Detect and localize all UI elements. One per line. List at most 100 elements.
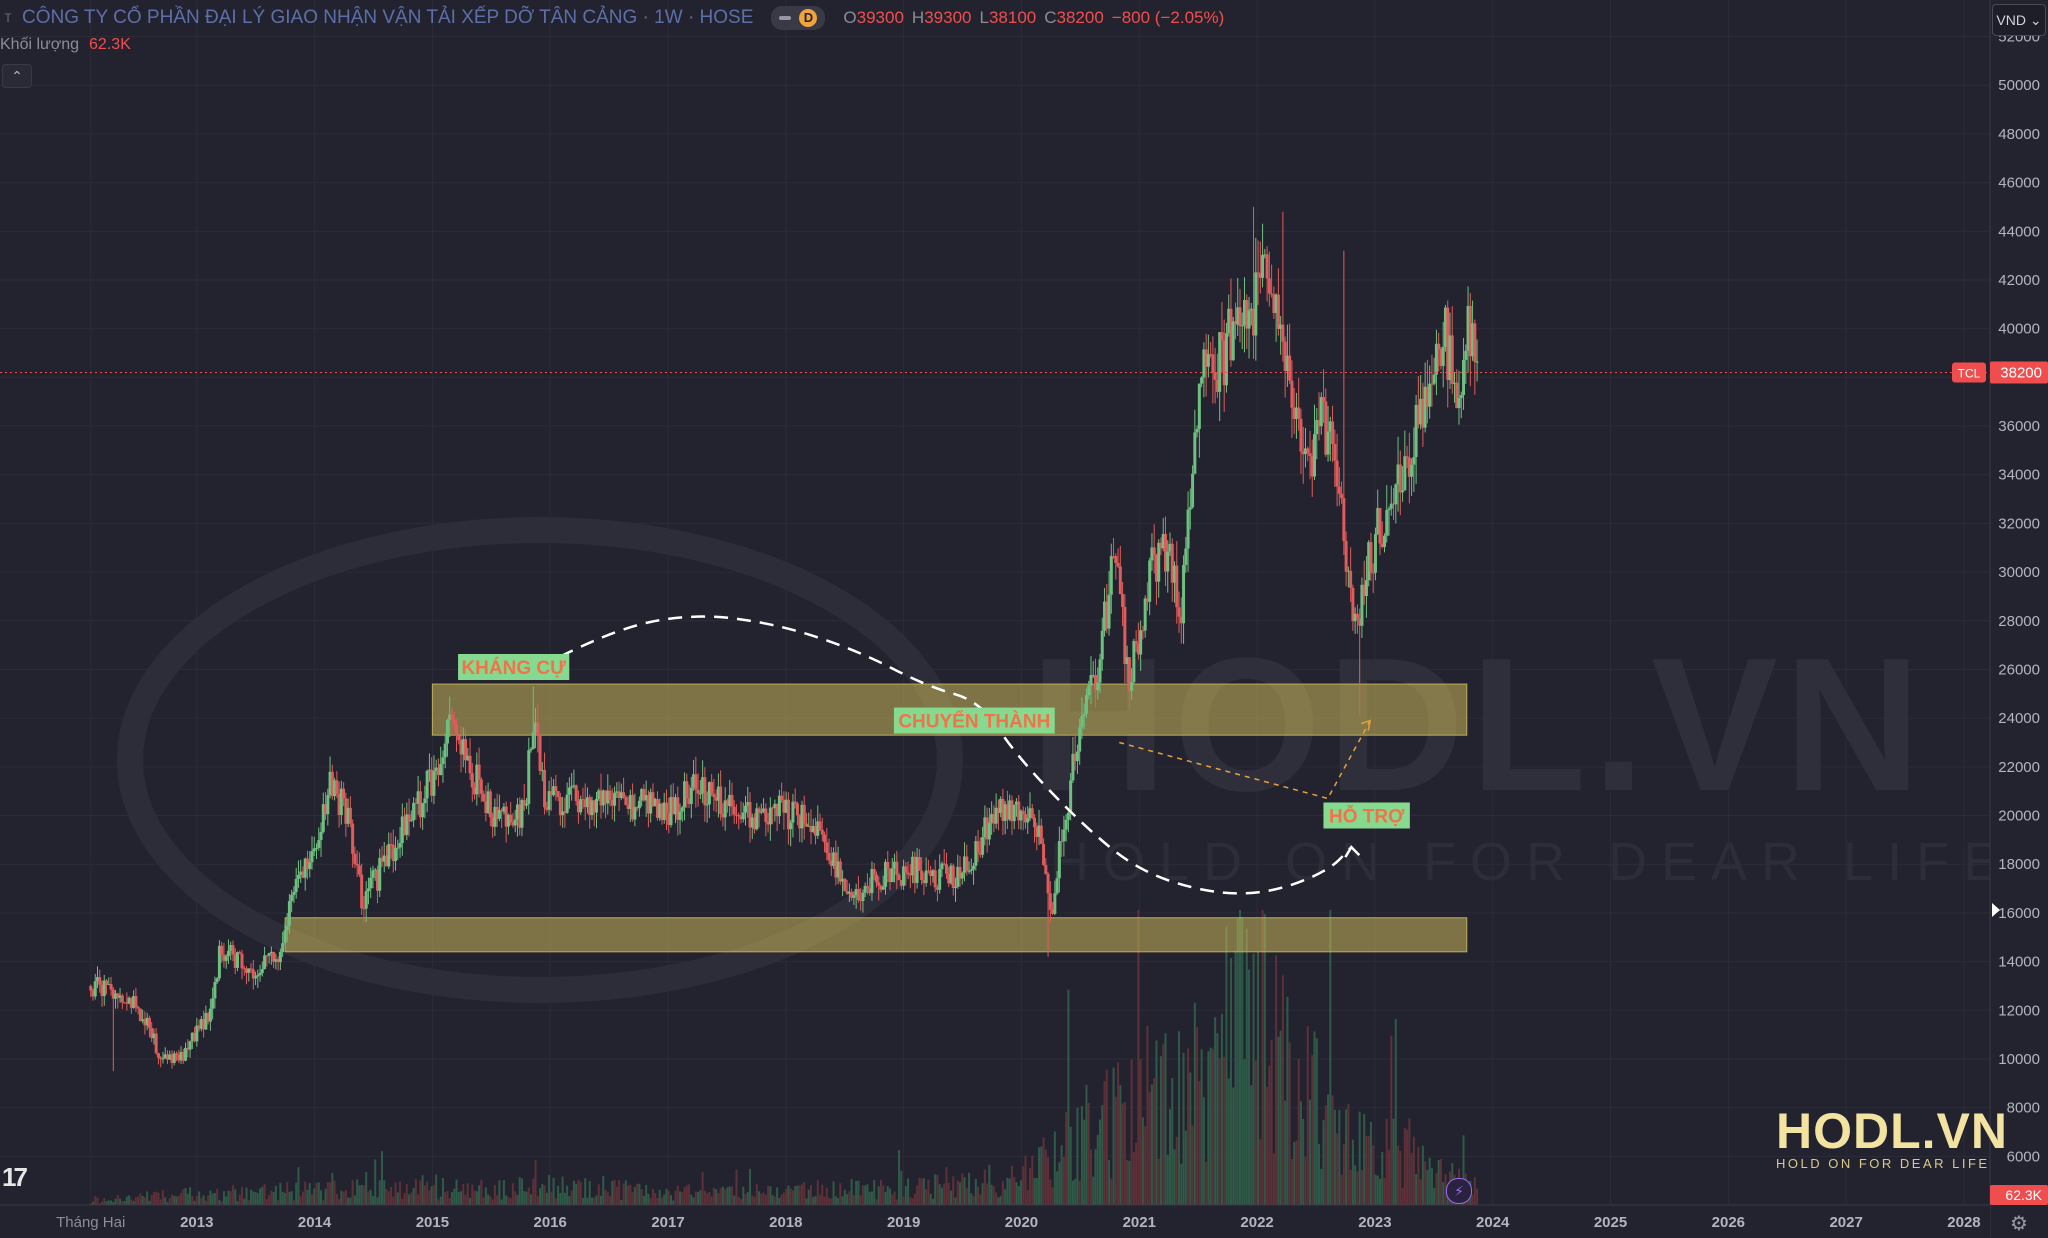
candle-body bbox=[689, 787, 693, 804]
volume-bar bbox=[448, 1197, 451, 1205]
volume-bar bbox=[175, 1196, 178, 1205]
volume-bar bbox=[1308, 1099, 1311, 1205]
ohlc-open: O39300 bbox=[843, 8, 904, 27]
volume-bar bbox=[1189, 1072, 1192, 1205]
tradingview-logo[interactable]: 17 bbox=[2, 1162, 28, 1193]
candle-body bbox=[552, 786, 556, 796]
candle-body bbox=[1437, 343, 1441, 349]
volume-bar bbox=[98, 1203, 101, 1205]
volume-bar bbox=[685, 1185, 688, 1205]
candle-body bbox=[1405, 456, 1409, 458]
candle-body bbox=[1093, 674, 1097, 691]
candle-body bbox=[915, 857, 919, 883]
candle-body bbox=[1283, 341, 1287, 371]
candle-body bbox=[1301, 451, 1305, 455]
candle-body bbox=[601, 790, 605, 806]
ohlc-low: L38100 bbox=[979, 8, 1037, 27]
volume-bar bbox=[816, 1180, 819, 1205]
volume-bar bbox=[970, 1193, 973, 1205]
volume-bar bbox=[125, 1196, 128, 1205]
currency-button[interactable]: VND ⌄ bbox=[1992, 4, 2046, 36]
volume-bar bbox=[877, 1186, 880, 1205]
candle-body bbox=[1306, 448, 1310, 454]
volume-bar bbox=[502, 1180, 505, 1205]
volume-bar bbox=[891, 1194, 894, 1205]
candle-body bbox=[1209, 354, 1213, 356]
volume-bar bbox=[259, 1188, 262, 1205]
y-tick-label: 28000 bbox=[1998, 613, 2040, 630]
candle-body bbox=[619, 792, 623, 798]
candle-body bbox=[339, 788, 343, 815]
volume-bar bbox=[1101, 1104, 1104, 1205]
drawings[interactable]: KHÁNG CỰ CHUYỂN THÀNH HỖ TRỢ bbox=[0, 371, 1990, 895]
volume-bar bbox=[139, 1193, 142, 1205]
candle-body bbox=[254, 976, 258, 979]
volume-bar bbox=[254, 1191, 257, 1205]
candle-body bbox=[1276, 294, 1280, 330]
volume-bar bbox=[1390, 1035, 1393, 1205]
volume-bar bbox=[1263, 914, 1266, 1205]
lightning-icon[interactable]: ⚡ bbox=[1446, 1178, 1472, 1204]
volume-bar bbox=[1342, 1144, 1345, 1205]
volume-bar bbox=[1056, 1171, 1059, 1205]
candle-body bbox=[1179, 616, 1183, 624]
candle-body bbox=[795, 803, 799, 816]
candle-body bbox=[768, 807, 772, 825]
volume-bar bbox=[1166, 1154, 1169, 1205]
volume-bar bbox=[893, 1191, 896, 1205]
gear-icon[interactable]: ⚙ bbox=[2010, 1213, 2028, 1235]
candle-body bbox=[184, 1047, 188, 1061]
candle-body bbox=[802, 804, 806, 824]
volume-bar bbox=[380, 1151, 383, 1205]
candle-body bbox=[854, 889, 858, 896]
collapse-legend-button[interactable]: ⌃ bbox=[2, 64, 32, 88]
volume-bar bbox=[981, 1183, 984, 1205]
volume-bar bbox=[866, 1184, 869, 1205]
volume-label: Khối lượng bbox=[0, 36, 80, 53]
candle-body bbox=[1048, 893, 1052, 910]
candle-body bbox=[816, 821, 820, 836]
volume-bar bbox=[378, 1180, 381, 1205]
volume-bar bbox=[773, 1196, 776, 1205]
volume-bar bbox=[1112, 1067, 1115, 1205]
candle-body bbox=[387, 844, 391, 867]
candle-body bbox=[610, 799, 614, 806]
candle-body bbox=[908, 874, 912, 876]
volume-bar bbox=[1320, 1168, 1323, 1205]
volume-bar bbox=[313, 1188, 316, 1205]
volume-bar bbox=[676, 1185, 679, 1205]
candle-body bbox=[1362, 584, 1366, 596]
volume-bar bbox=[1462, 1135, 1465, 1205]
candle-body bbox=[1107, 594, 1111, 629]
volume-bar bbox=[954, 1197, 957, 1205]
volume-bar bbox=[1164, 1033, 1167, 1205]
volume-bar bbox=[453, 1188, 456, 1205]
volume-bar bbox=[238, 1194, 241, 1205]
candle-body bbox=[728, 794, 732, 806]
volume-bar bbox=[855, 1180, 858, 1205]
volume-bar bbox=[931, 1198, 934, 1205]
session-badge[interactable]: D bbox=[771, 6, 826, 30]
price-zones[interactable] bbox=[284, 683, 1468, 953]
volume-bar bbox=[1001, 1181, 1004, 1205]
volume-bar bbox=[907, 1178, 910, 1205]
volume-bar bbox=[728, 1186, 731, 1205]
x-tick-label: 2018 bbox=[769, 1214, 802, 1231]
volume-bar bbox=[803, 1182, 806, 1205]
candle-body bbox=[807, 825, 811, 827]
volume-bar bbox=[764, 1194, 767, 1205]
symbol-title[interactable]: CÔNG TY CỔ PHẦN ĐẠI LÝ GIAO NHẬN VẬN TẢI… bbox=[22, 7, 754, 28]
volume-bar bbox=[570, 1190, 573, 1205]
volume-bar bbox=[1040, 1146, 1043, 1205]
volume-bar bbox=[751, 1195, 754, 1205]
candle-body bbox=[1383, 535, 1387, 547]
volume-bar bbox=[1302, 1119, 1305, 1205]
volume-bar bbox=[690, 1194, 693, 1205]
candle-body bbox=[906, 872, 910, 875]
candle-body bbox=[147, 1017, 151, 1028]
volume-bar bbox=[385, 1188, 388, 1205]
candle-body bbox=[434, 767, 438, 772]
chevron-up-icon: ⌃ bbox=[11, 68, 23, 84]
candle-body bbox=[1089, 675, 1093, 686]
